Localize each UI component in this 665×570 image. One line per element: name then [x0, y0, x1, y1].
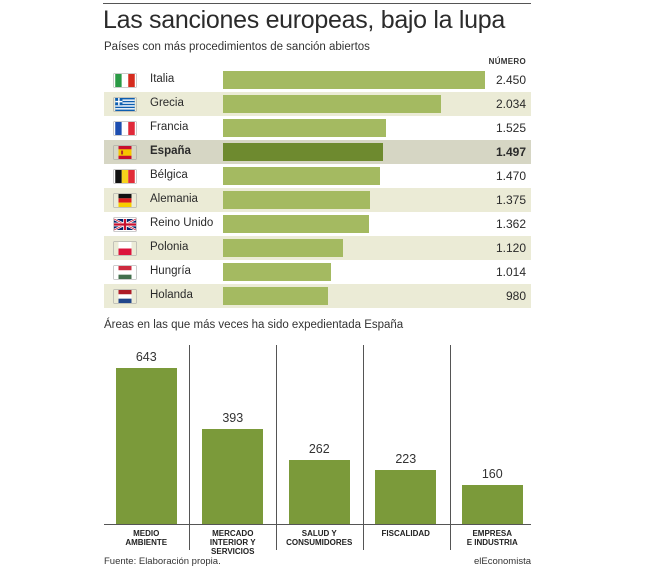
- column-separator: [189, 345, 190, 550]
- areas-subtitle: Áreas en las que más veces ha sido exped…: [104, 319, 404, 331]
- country-value: 1.525: [495, 121, 526, 135]
- area-category-line: SALUD Y: [301, 529, 337, 538]
- area-bar: [288, 460, 350, 524]
- area-category: EMPRESA E INDUSTRIA: [449, 529, 535, 547]
- source-note: Fuente: Elaboración propia.: [104, 556, 221, 567]
- country-row-polonia: Polonia 1.120: [104, 236, 531, 260]
- page-title: Las sanciones europeas, bajo la lupa: [103, 6, 505, 34]
- country-value: 980: [505, 289, 526, 303]
- germany-flag-icon: [114, 194, 136, 207]
- country-row-francia: Francia 1.525: [104, 116, 531, 140]
- area-category-line: INTERIOR Y SERVICIOS: [209, 538, 256, 556]
- chart-baseline: [104, 524, 531, 525]
- country-label: Hungría: [150, 265, 191, 277]
- country-bar: [223, 119, 386, 137]
- brand-credit: elEconomista: [473, 556, 531, 567]
- country-row-espana: España 1.497: [104, 140, 531, 164]
- area-category-line: E INDUSTRIA: [466, 538, 518, 547]
- uk-flag-icon: [113, 218, 137, 231]
- country-label: Grecia: [150, 97, 184, 109]
- country-value: 2.450: [495, 73, 526, 87]
- country-label: Alemania: [150, 193, 198, 205]
- area-category-line: AMBIENTE: [125, 538, 168, 547]
- area-value: 160: [481, 467, 503, 481]
- country-row-holanda: Holanda 980: [104, 284, 531, 308]
- country-row-alemania: Alemania 1.375: [104, 188, 531, 212]
- country-bar: [223, 287, 328, 305]
- area-category: SALUD Y CONSUMIDORES: [276, 529, 362, 547]
- area-bar: [461, 485, 523, 524]
- country-label: Reino Unido: [150, 217, 214, 229]
- country-row-hungria: Hungría 1.014: [104, 260, 531, 284]
- countries-bar-chart: Italia 2.450 Grecia 2.034 Francia 1.525 España…: [104, 68, 531, 308]
- greece-flag-icon: [114, 98, 136, 111]
- value-column-header: NÚMERO: [488, 57, 526, 66]
- area-bar: [202, 429, 264, 524]
- belgium-flag-icon: [114, 170, 136, 183]
- country-bar: [223, 263, 331, 281]
- area-category-line: MEDIO: [133, 529, 160, 538]
- poland-flag-icon: [114, 242, 136, 255]
- spain-flag-icon: [114, 146, 136, 159]
- area-category-line: MERCADO: [212, 529, 254, 538]
- column-separator: [276, 345, 277, 550]
- area-category-line: CONSUMIDORES: [286, 538, 353, 547]
- country-row-belgica: Bélgica 1.470: [104, 164, 531, 188]
- country-bar: [223, 71, 485, 89]
- country-label: Holanda: [150, 289, 193, 301]
- hungary-flag-icon: [114, 266, 136, 279]
- country-bar: [223, 239, 343, 257]
- country-label: Italia: [150, 73, 175, 85]
- area-bar: [115, 368, 177, 524]
- area-category: MEDIO AMBIENTE: [103, 529, 189, 547]
- area-category: MERCADO INTERIOR Y SERVICIOS: [190, 529, 276, 556]
- country-bar: [223, 191, 370, 209]
- country-bar: [223, 215, 369, 233]
- country-bar: [223, 95, 441, 113]
- area-category-line: FISCALIDAD: [381, 529, 430, 538]
- country-value: 1.375: [495, 193, 526, 207]
- country-row-reino-unido: Reino Unido 1.362: [104, 212, 531, 236]
- country-bar: [223, 143, 383, 161]
- country-value: 1.014: [495, 265, 526, 279]
- france-flag-icon: [114, 122, 136, 135]
- country-value: 2.034: [495, 97, 526, 111]
- column-separator: [363, 345, 364, 550]
- area-value: 643: [135, 350, 157, 364]
- countries-subtitle: Países con más procedimientos de sanción…: [104, 41, 370, 53]
- column-separator: [450, 345, 451, 550]
- area-value: 262: [308, 442, 330, 456]
- area-category-line: EMPRESA: [472, 529, 513, 538]
- italy-flag-icon: [114, 74, 136, 87]
- country-label: Bélgica: [150, 169, 188, 181]
- country-row-italia: Italia 2.450: [104, 68, 531, 92]
- top-rule: [103, 3, 531, 4]
- country-value: 1.470: [495, 169, 526, 183]
- country-row-grecia: Grecia 2.034: [104, 92, 531, 116]
- area-bar: [375, 470, 437, 524]
- country-label: España: [150, 145, 191, 157]
- country-label: Francia: [150, 121, 189, 133]
- areas-bar-chart: 643 MEDIO AMBIENTE 393 MERCADO INTERIOR Y SER…: [103, 345, 531, 556]
- country-label: Polonia: [150, 241, 189, 253]
- area-value: 393: [222, 411, 244, 425]
- area-value: 223: [395, 452, 417, 466]
- country-bar: [223, 167, 380, 185]
- country-value: 1.362: [495, 217, 526, 231]
- netherlands-flag-icon: [114, 290, 136, 303]
- area-category: FISCALIDAD: [363, 529, 449, 538]
- country-value: 1.120: [495, 241, 526, 255]
- country-value: 1.497: [495, 145, 526, 159]
